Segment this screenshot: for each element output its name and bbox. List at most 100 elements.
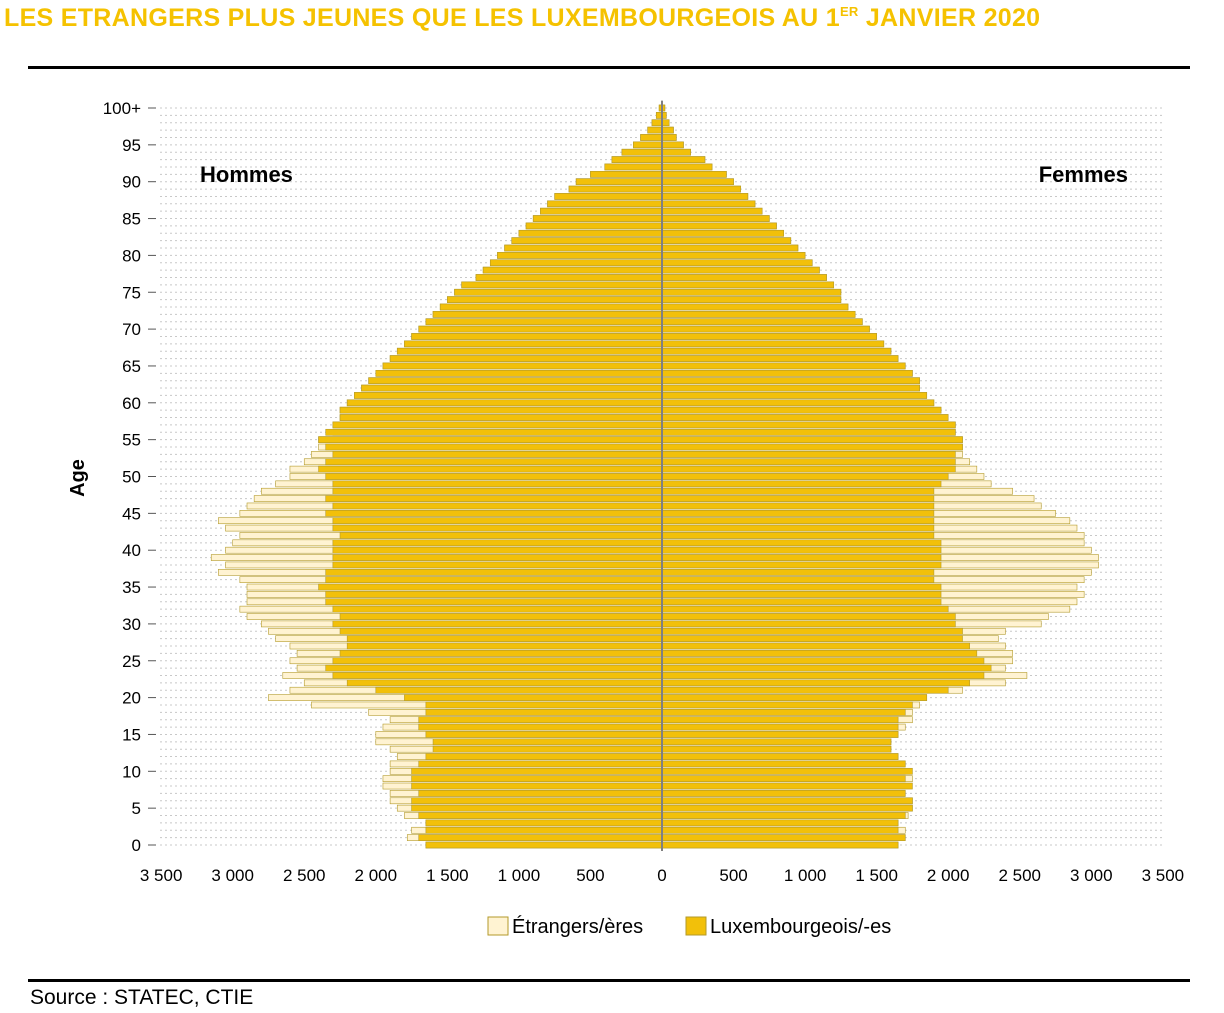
legend-swatch-luxembourgeois (685, 916, 707, 936)
bar-hommes-luxembourgeois (332, 451, 663, 458)
bar-femmes-luxembourgeois (661, 185, 742, 193)
bar-hommes-luxembourgeois (432, 311, 663, 318)
bar-hommes-luxembourgeois (339, 406, 663, 414)
bar-femmes-luxembourgeois (661, 834, 906, 841)
y-tick-labels: 0 5 10 15 20 25 30 35 40 45 50 55 60 65 70 75 80 85 90 95 10… (103, 99, 156, 855)
bar-hommes-luxembourgeois (418, 723, 663, 731)
legend: Étrangers/ères Luxembourgeois/-es (487, 915, 891, 938)
bar-femmes-luxembourgeois (661, 568, 935, 576)
y-tick-label: 25 (122, 652, 141, 671)
x-tick-label: 3 000 (211, 866, 254, 885)
bar-femmes-luxembourgeois (661, 532, 935, 539)
bar-femmes-luxembourgeois (661, 436, 963, 443)
bar-hommes-luxembourgeois (411, 775, 663, 782)
bar-femmes-luxembourgeois (661, 384, 920, 392)
bar-femmes-luxembourgeois (661, 642, 970, 650)
bar-femmes-luxembourgeois (661, 613, 956, 620)
y-tick-label: 10 (122, 762, 141, 781)
chart-title: LES ETRANGERS PLUS JEUNES QUE LES LUXEMB… (4, 4, 1041, 32)
bar-femmes-luxembourgeois (661, 399, 935, 407)
bar-femmes-luxembourgeois (661, 303, 849, 311)
bar-hommes-luxembourgeois (651, 119, 663, 127)
bar-femmes-luxembourgeois (661, 458, 956, 466)
bar-hommes-luxembourgeois (332, 517, 663, 525)
bar-femmes-luxembourgeois (661, 207, 763, 215)
top-rule (28, 66, 1190, 69)
y-tick-label: 90 (122, 173, 141, 192)
bar-hommes-luxembourgeois (318, 465, 663, 473)
bar-femmes-luxembourgeois (661, 723, 899, 731)
bar-femmes-luxembourgeois (661, 134, 677, 141)
bar-hommes-luxembourgeois (332, 620, 663, 628)
bar-femmes-luxembourgeois (661, 804, 913, 812)
bar-femmes-luxembourgeois (661, 627, 963, 635)
bar-hommes-luxembourgeois (447, 296, 663, 303)
bar-hommes-luxembourgeois (418, 812, 663, 819)
bar-hommes-luxembourgeois (647, 126, 663, 134)
bar-femmes-luxembourgeois (661, 451, 956, 458)
bar-hommes-luxembourgeois (396, 347, 663, 355)
bar-femmes-luxembourgeois (661, 812, 906, 819)
bar-femmes-luxembourgeois (661, 443, 963, 451)
bar-femmes-luxembourgeois (661, 252, 806, 259)
bar-femmes-luxembourgeois (661, 745, 892, 753)
bar-hommes-luxembourgeois (411, 797, 663, 805)
bar-hommes-luxembourgeois (325, 428, 663, 436)
bar-hommes-luxembourgeois (540, 207, 663, 215)
bar-hommes-luxembourgeois (332, 672, 663, 679)
bar-femmes-luxembourgeois (661, 554, 942, 561)
legend-swatch-etrangers (487, 916, 509, 936)
bottom-rule (28, 979, 1190, 982)
bar-femmes-luxembourgeois (661, 738, 892, 746)
bar-hommes-luxembourgeois (354, 392, 663, 399)
bar-femmes-luxembourgeois (661, 650, 978, 657)
bar-femmes-luxembourgeois (661, 281, 835, 289)
bar-femmes-luxembourgeois (661, 222, 777, 230)
bar-femmes-luxembourgeois (661, 635, 963, 642)
x-tick-label: 3 500 (140, 866, 183, 885)
y-tick-label: 80 (122, 246, 141, 265)
bar-hommes-luxembourgeois (611, 156, 663, 163)
bar-hommes-luxembourgeois (332, 539, 663, 547)
bar-hommes-luxembourgeois (325, 664, 663, 672)
x-tick-label: 500 (576, 866, 604, 885)
bar-femmes-luxembourgeois (661, 753, 899, 760)
bar-hommes-luxembourgeois (418, 834, 663, 841)
bar-femmes-luxembourgeois (661, 318, 863, 326)
bar-hommes-luxembourgeois (439, 303, 663, 311)
bar-hommes-luxembourgeois (482, 266, 663, 274)
bar-hommes-luxembourgeois (404, 340, 663, 348)
bar-hommes-luxembourgeois (633, 141, 663, 149)
bar-hommes-luxembourgeois (339, 650, 663, 657)
bar-hommes-luxembourgeois (432, 745, 663, 753)
bar-femmes-luxembourgeois (661, 193, 749, 200)
bar-femmes-luxembourgeois (661, 502, 935, 510)
bar-hommes-luxembourgeois (425, 841, 663, 849)
bar-hommes-luxembourgeois (375, 369, 663, 377)
bar-hommes-luxembourgeois (425, 826, 663, 834)
y-axis-label: Age (67, 459, 89, 497)
bar-femmes-luxembourgeois (661, 465, 956, 473)
bar-hommes-luxembourgeois (325, 568, 663, 576)
source-note: Source : STATEC, CTIE (30, 986, 254, 1009)
bar-femmes-luxembourgeois (661, 583, 942, 591)
y-tick-label: 65 (122, 357, 141, 376)
bar-hommes-luxembourgeois (339, 627, 663, 635)
bar-hommes-luxembourgeois (621, 148, 663, 156)
bar-femmes-luxembourgeois (661, 694, 928, 701)
bar-hommes-luxembourgeois (590, 171, 663, 178)
bar-femmes-luxembourgeois (661, 605, 949, 613)
bar-femmes-luxembourgeois (661, 259, 813, 267)
bar-hommes-luxembourgeois (418, 325, 663, 333)
bar-femmes-luxembourgeois (661, 709, 906, 716)
bar-femmes-luxembourgeois (661, 414, 949, 421)
bar-hommes-luxembourgeois (375, 686, 663, 694)
y-tick-label: 75 (122, 283, 141, 302)
bar-hommes-luxembourgeois (346, 679, 663, 687)
x-tick-label: 2 000 (355, 866, 398, 885)
x-tick-labels: 3 500 3 000 2 500 2 000 1 500 1 000 500 0 500 1 0… (140, 866, 1184, 885)
bar-hommes-luxembourgeois (411, 333, 663, 340)
bar-hommes-luxembourgeois (432, 738, 663, 746)
bar-hommes-luxembourgeois (425, 318, 663, 326)
bar-femmes-luxembourgeois (661, 701, 913, 709)
